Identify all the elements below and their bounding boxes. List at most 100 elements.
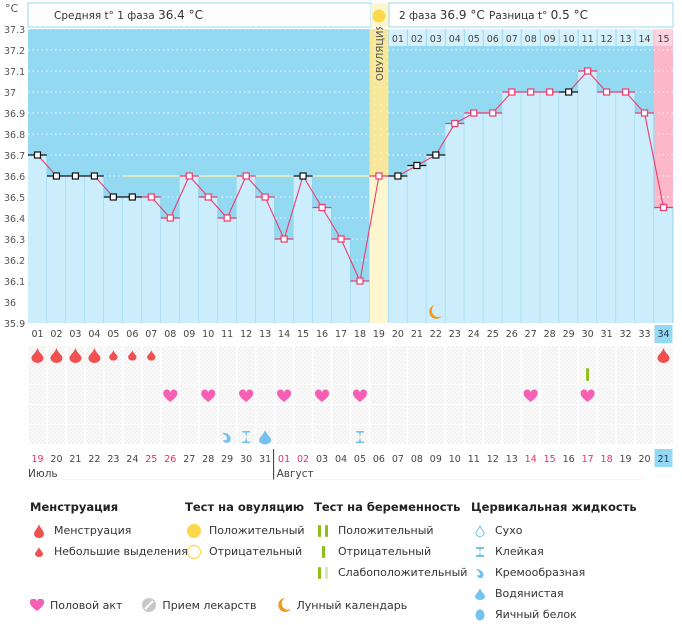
cycle-day-label: 02 bbox=[50, 329, 62, 340]
temperature-point[interactable] bbox=[470, 109, 478, 117]
legend-label: Слабоположительный bbox=[338, 566, 468, 579]
y-tick-label: 36.6 bbox=[4, 172, 25, 183]
cycle-day-label: 22 bbox=[430, 329, 442, 340]
temperature-bar bbox=[597, 92, 617, 323]
temperature-bar bbox=[578, 71, 598, 323]
temperature-point[interactable] bbox=[508, 88, 516, 96]
temperature-point[interactable] bbox=[451, 119, 459, 128]
temperature-point[interactable] bbox=[527, 88, 535, 96]
temperature-bar bbox=[84, 176, 104, 323]
temperature-point[interactable] bbox=[71, 172, 80, 180]
temperature-point[interactable] bbox=[546, 88, 554, 96]
temperature-point[interactable] bbox=[565, 88, 573, 96]
temperature-bar bbox=[255, 197, 275, 323]
temperature-point[interactable] bbox=[356, 277, 364, 285]
phase1-label: Средняя t° 1 фаза 36.4 °C bbox=[54, 8, 203, 22]
calendar-date-label: 07 bbox=[392, 454, 404, 465]
temperature-point[interactable] bbox=[621, 88, 630, 96]
luteal-day-cell bbox=[597, 29, 616, 46]
phase2-box bbox=[388, 2, 674, 28]
temperature-point[interactable] bbox=[33, 151, 42, 159]
menstruation-drop-icon bbox=[88, 348, 101, 363]
heart-icon bbox=[201, 389, 216, 402]
temperature-bar bbox=[521, 92, 541, 323]
legend-title: Менструация bbox=[30, 500, 119, 514]
temperature-point[interactable] bbox=[52, 172, 61, 180]
spotting-drop-icon bbox=[147, 350, 156, 361]
legend-item: Отрицательный bbox=[314, 541, 467, 562]
menstruation-drop-icon bbox=[30, 523, 48, 539]
temperature-bar bbox=[635, 113, 655, 323]
calendar-date-label: 04 bbox=[335, 454, 347, 465]
cycle-day-label: 18 bbox=[354, 329, 366, 340]
y-tick-label: 36.3 bbox=[4, 235, 25, 246]
calendar-date-label: 28 bbox=[202, 454, 214, 465]
calendar-date-label: 27 bbox=[183, 454, 195, 465]
temperature-bar bbox=[65, 176, 85, 323]
legend-label: Клейкая bbox=[495, 545, 544, 558]
temperature-point[interactable] bbox=[394, 172, 402, 180]
calendar-date-label: 12 bbox=[487, 454, 499, 465]
temperature-point[interactable] bbox=[640, 109, 649, 117]
luteal-day-label: 06 bbox=[487, 34, 499, 45]
temperature-point[interactable] bbox=[261, 193, 269, 201]
ovulation-test-positive-icon bbox=[372, 9, 386, 23]
legend-item: Отрицательный bbox=[185, 541, 305, 562]
temperature-diff: Разница t° 0.5 °C bbox=[489, 8, 588, 22]
cycle-day-label: 21 bbox=[411, 329, 423, 340]
dry-drop-icon bbox=[471, 523, 489, 539]
temperature-point[interactable] bbox=[375, 172, 383, 180]
cycle-day-label: 03 bbox=[69, 329, 81, 340]
temperature-point[interactable] bbox=[204, 193, 212, 201]
legend-item: Клейкая bbox=[471, 541, 637, 562]
legend-label: Отрицательный bbox=[209, 545, 303, 558]
temperature-point[interactable] bbox=[413, 161, 421, 170]
y-tick-label: 36.1 bbox=[4, 277, 25, 288]
cycle-day-label: 24 bbox=[468, 329, 480, 340]
temperature-point[interactable] bbox=[166, 214, 174, 222]
y-tick-label: 37.1 bbox=[4, 67, 25, 78]
temperature-point[interactable] bbox=[242, 172, 250, 180]
calendar-date-label: 23 bbox=[107, 454, 119, 465]
temperature-bar bbox=[464, 113, 484, 323]
calendar-date-label: 19 bbox=[31, 454, 43, 465]
temperature-point[interactable] bbox=[318, 203, 326, 212]
calendar-date-label: 21 bbox=[69, 454, 81, 465]
calendar-date-label: 13 bbox=[506, 454, 518, 465]
legend-ovulation-test: Тест на овуляцию Положительный Отрицател… bbox=[185, 500, 305, 562]
cycle-day-label: 08 bbox=[164, 329, 176, 340]
heart-icon bbox=[30, 598, 44, 612]
temperature-point[interactable] bbox=[337, 235, 345, 243]
temperature-bar bbox=[217, 218, 237, 323]
temperature-point[interactable] bbox=[489, 109, 497, 117]
creamy-icon bbox=[471, 565, 489, 581]
luteal-day-label: 14 bbox=[638, 34, 650, 45]
temperature-point[interactable] bbox=[147, 193, 155, 201]
temperature-point[interactable] bbox=[659, 203, 668, 212]
luteal-day-cell bbox=[388, 29, 407, 46]
heart-icon bbox=[277, 389, 292, 402]
luteal-day-label: 08 bbox=[525, 34, 537, 45]
calendar-date-label: 20 bbox=[50, 454, 62, 465]
cycle-day-label: 25 bbox=[487, 329, 499, 340]
temperature-point[interactable] bbox=[432, 151, 440, 159]
temperature-point[interactable] bbox=[299, 172, 307, 180]
luteal-day-cell bbox=[654, 29, 673, 46]
temperature-point[interactable] bbox=[584, 67, 592, 75]
temperature-point[interactable] bbox=[602, 88, 611, 96]
y-tick-label: 35.9 bbox=[4, 319, 25, 330]
temperature-point[interactable] bbox=[280, 235, 288, 243]
temperature-point[interactable] bbox=[90, 172, 98, 180]
calendar-date-label: 16 bbox=[563, 454, 575, 465]
luteal-day-cell bbox=[616, 29, 635, 46]
cycle-day-label: 16 bbox=[316, 329, 328, 340]
temperature-point[interactable] bbox=[128, 193, 136, 201]
luteal-day-label: 10 bbox=[563, 34, 575, 45]
month-label: Август bbox=[277, 468, 314, 480]
one-line-icon bbox=[314, 544, 332, 560]
temperature-point[interactable] bbox=[185, 172, 193, 180]
luteal-day-cell bbox=[635, 29, 654, 46]
temperature-point[interactable] bbox=[109, 193, 117, 201]
y-tick-label: 36.8 bbox=[4, 130, 25, 141]
temperature-point[interactable] bbox=[223, 214, 231, 222]
